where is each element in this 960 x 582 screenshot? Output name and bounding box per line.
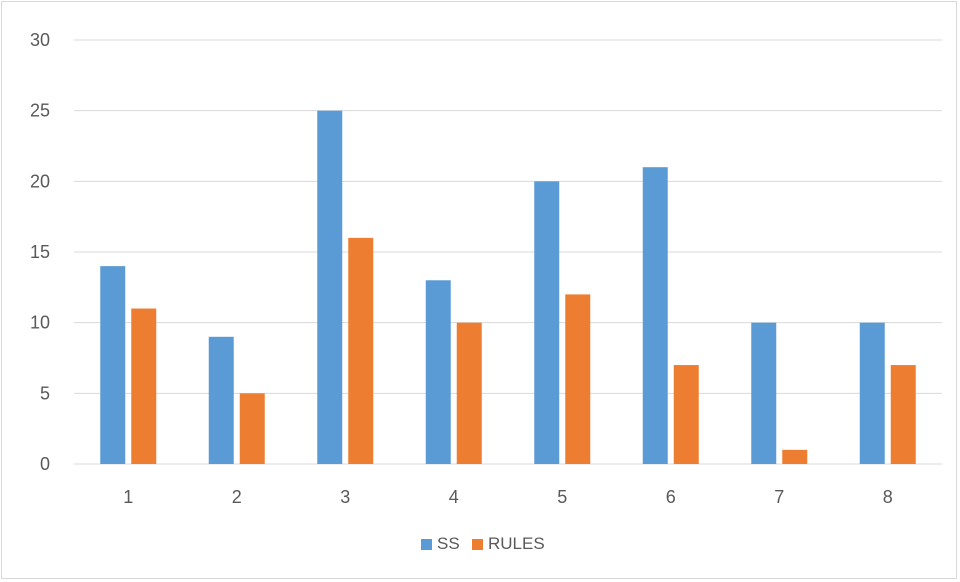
- bar-ss-5: [534, 181, 560, 465]
- x-tick-label: 4: [449, 487, 459, 507]
- legend-label-rules: RULES: [488, 534, 545, 553]
- bar-ss-3: [317, 110, 343, 465]
- bar-rules-3: [348, 237, 374, 464]
- y-axis-ticks: 0 5 10 15 20 25 30: [30, 30, 50, 474]
- legend: SS RULES: [421, 534, 545, 553]
- bar-rules-2: [239, 393, 265, 464]
- bar-rules-7: [782, 449, 808, 464]
- bar-rules-1: [131, 308, 157, 464]
- bar-ss-8: [859, 322, 885, 464]
- bar-ss-6: [642, 167, 668, 464]
- y-tick-label: 30: [30, 30, 50, 50]
- bar-ss-2: [208, 336, 234, 464]
- bar-ss-7: [751, 322, 777, 464]
- y-tick-label: 15: [30, 242, 50, 262]
- x-tick-label: 5: [557, 487, 567, 507]
- x-tick-label: 7: [774, 487, 784, 507]
- y-tick-label: 0: [40, 454, 50, 474]
- bars: [100, 110, 916, 465]
- x-tick-label: 1: [123, 487, 133, 507]
- x-axis-ticks: 1 2 3 4 5 6 7 8: [123, 487, 893, 507]
- y-tick-label: 5: [40, 383, 50, 403]
- legend-swatch-ss: [421, 539, 432, 550]
- gridlines: [74, 39, 942, 465]
- y-tick-label: 25: [30, 101, 50, 121]
- bar-rules-8: [890, 365, 916, 464]
- y-tick-label: 20: [30, 171, 50, 191]
- bar-rules-4: [456, 322, 482, 464]
- x-tick-label: 6: [666, 487, 676, 507]
- x-tick-label: 2: [232, 487, 242, 507]
- bar-ss-1: [100, 266, 126, 464]
- y-tick-label: 10: [30, 313, 50, 333]
- bar-rules-5: [565, 294, 591, 464]
- legend-swatch-rules: [472, 539, 483, 550]
- legend-label-ss: SS: [437, 534, 460, 553]
- bar-rules-6: [673, 365, 699, 464]
- x-tick-label: 3: [340, 487, 350, 507]
- x-tick-label: 8: [883, 487, 893, 507]
- bar-ss-4: [425, 280, 451, 464]
